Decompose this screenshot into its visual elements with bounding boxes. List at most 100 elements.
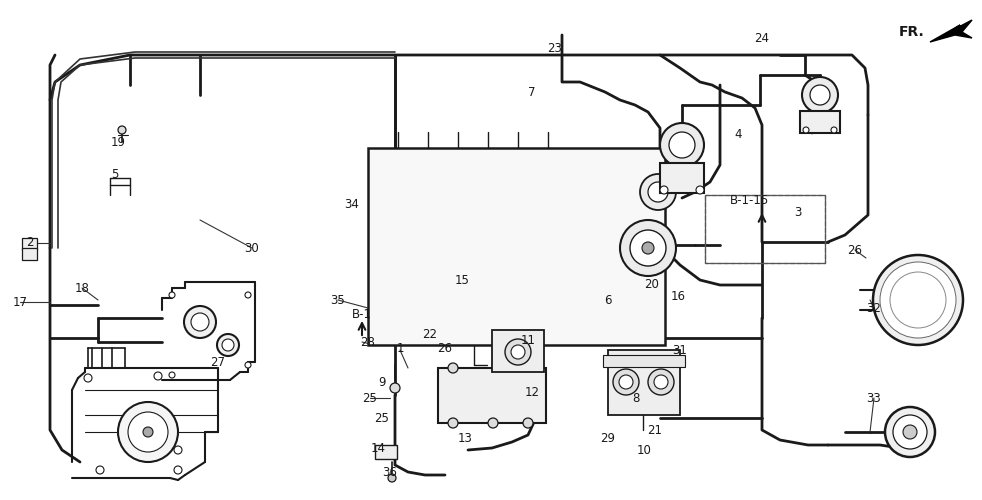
Circle shape — [222, 339, 234, 351]
Text: B-1: B-1 — [352, 308, 372, 322]
Circle shape — [191, 313, 209, 331]
Circle shape — [648, 369, 674, 395]
Circle shape — [511, 345, 525, 359]
Circle shape — [885, 407, 935, 457]
Circle shape — [620, 220, 676, 276]
Circle shape — [505, 339, 531, 365]
Text: 19: 19 — [111, 136, 126, 149]
Circle shape — [640, 174, 676, 210]
Text: 30: 30 — [245, 242, 259, 254]
Circle shape — [154, 372, 162, 380]
Circle shape — [169, 292, 175, 298]
Circle shape — [84, 374, 92, 382]
Text: 20: 20 — [644, 278, 660, 291]
Circle shape — [660, 186, 668, 194]
Text: 34: 34 — [345, 198, 359, 211]
Text: 26: 26 — [847, 244, 862, 256]
Text: 25: 25 — [362, 392, 377, 404]
Circle shape — [390, 383, 400, 393]
Text: 16: 16 — [671, 290, 685, 302]
Circle shape — [890, 272, 946, 328]
Text: 13: 13 — [458, 432, 472, 444]
Text: 31: 31 — [673, 344, 687, 356]
Circle shape — [630, 230, 666, 266]
Text: 32: 32 — [866, 302, 882, 314]
Text: 17: 17 — [13, 296, 27, 308]
Circle shape — [523, 418, 533, 428]
Text: 35: 35 — [331, 294, 346, 306]
Circle shape — [245, 362, 251, 368]
Text: 24: 24 — [754, 32, 770, 44]
Circle shape — [613, 369, 639, 395]
Text: 6: 6 — [604, 294, 612, 306]
Circle shape — [880, 262, 956, 338]
Circle shape — [803, 127, 809, 133]
Text: 21: 21 — [647, 424, 663, 436]
Bar — [368, 148, 665, 345]
Text: 14: 14 — [370, 442, 386, 454]
Bar — [608, 350, 680, 415]
Bar — [492, 330, 544, 372]
Circle shape — [893, 415, 927, 449]
Text: 33: 33 — [867, 392, 882, 404]
Circle shape — [448, 363, 458, 373]
Circle shape — [802, 77, 838, 113]
Text: 36: 36 — [383, 466, 398, 478]
Bar — [705, 195, 825, 263]
Circle shape — [184, 306, 216, 338]
Bar — [603, 355, 685, 367]
Text: 3: 3 — [794, 206, 801, 218]
Bar — [22, 248, 37, 260]
Text: 29: 29 — [601, 432, 616, 444]
Bar — [375, 445, 397, 459]
Text: 28: 28 — [360, 336, 375, 348]
Circle shape — [873, 255, 963, 345]
Text: 23: 23 — [548, 42, 563, 54]
Polygon shape — [930, 20, 972, 42]
Circle shape — [648, 182, 668, 202]
Circle shape — [660, 123, 704, 167]
Bar — [660, 163, 704, 193]
Circle shape — [245, 292, 251, 298]
Text: 15: 15 — [455, 274, 469, 286]
Circle shape — [217, 334, 239, 356]
Bar — [22, 238, 37, 250]
Circle shape — [488, 418, 498, 428]
Circle shape — [831, 127, 837, 133]
Circle shape — [669, 132, 695, 158]
Circle shape — [810, 85, 830, 105]
Circle shape — [619, 375, 633, 389]
Text: 18: 18 — [75, 282, 89, 294]
Text: 25: 25 — [374, 412, 390, 424]
Circle shape — [654, 375, 668, 389]
Text: 11: 11 — [520, 334, 535, 346]
Circle shape — [128, 412, 168, 452]
Text: 9: 9 — [378, 376, 386, 388]
Text: 7: 7 — [528, 86, 536, 98]
Circle shape — [696, 186, 704, 194]
Circle shape — [448, 418, 458, 428]
Circle shape — [174, 446, 182, 454]
Text: 1: 1 — [397, 342, 404, 354]
Text: B-1-15: B-1-15 — [731, 194, 770, 206]
Circle shape — [96, 466, 104, 474]
Circle shape — [118, 402, 178, 462]
Bar — [438, 368, 546, 423]
Bar — [800, 111, 840, 133]
Circle shape — [642, 242, 654, 254]
Text: 2: 2 — [27, 236, 33, 250]
Text: 4: 4 — [735, 128, 741, 141]
Circle shape — [169, 372, 175, 378]
Text: 8: 8 — [632, 392, 639, 404]
Text: 12: 12 — [524, 386, 539, 398]
Circle shape — [174, 466, 182, 474]
Circle shape — [118, 126, 126, 134]
Text: 5: 5 — [111, 168, 119, 181]
Text: FR.: FR. — [900, 25, 925, 39]
Circle shape — [143, 427, 153, 437]
Text: 26: 26 — [438, 342, 453, 354]
Circle shape — [388, 474, 396, 482]
Text: 27: 27 — [210, 356, 226, 370]
Text: 10: 10 — [636, 444, 651, 456]
Circle shape — [903, 425, 917, 439]
